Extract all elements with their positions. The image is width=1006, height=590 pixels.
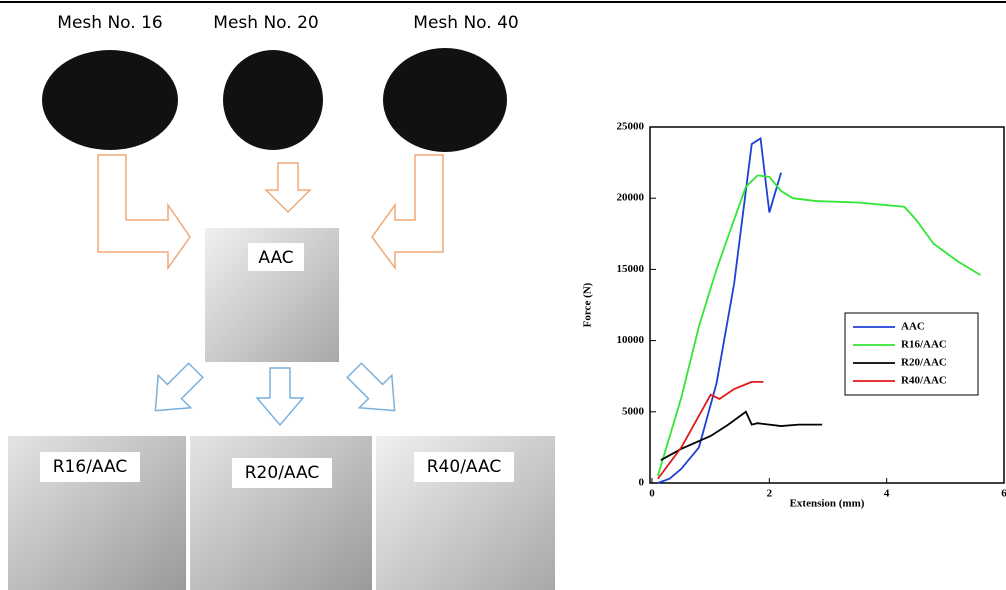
series-line bbox=[657, 174, 981, 477]
product-label: R20/AAC bbox=[245, 463, 319, 483]
powder bbox=[42, 50, 178, 150]
legend-label: R40/AAC bbox=[901, 375, 947, 387]
source-label: Mesh No. 20 bbox=[213, 13, 318, 33]
series-line bbox=[660, 410, 823, 462]
y-tick-label: 20000 bbox=[617, 192, 645, 204]
powder bbox=[223, 50, 323, 150]
orange-arrows bbox=[97, 154, 444, 271]
x-tick-label: 6 bbox=[1001, 488, 1006, 500]
x-tick-label: 2 bbox=[767, 488, 773, 500]
x-axis-label: Extension (mm) bbox=[790, 498, 865, 510]
label-box bbox=[248, 243, 304, 271]
series-line bbox=[657, 380, 764, 480]
center-label: AAC bbox=[258, 248, 293, 268]
product-label: R40/AAC bbox=[427, 457, 501, 477]
legend-label: R16/AAC bbox=[901, 339, 947, 351]
label-box bbox=[232, 458, 332, 488]
y-tick-label: 15000 bbox=[617, 263, 645, 275]
x-tick-label: 4 bbox=[884, 488, 890, 500]
y-tick-label: 25000 bbox=[617, 121, 645, 133]
label-box bbox=[414, 452, 514, 482]
powder bbox=[383, 48, 507, 152]
plot-frame bbox=[649, 126, 1005, 484]
label-box bbox=[40, 452, 140, 482]
source-label: Mesh No. 40 bbox=[413, 13, 518, 33]
blue-arrows bbox=[154, 362, 396, 427]
x-tick-label: 0 bbox=[649, 488, 655, 500]
y-tick-label: 5000 bbox=[622, 405, 645, 417]
y-tick-label: 0 bbox=[639, 477, 645, 489]
y-axis-label: Force (N) bbox=[582, 282, 594, 327]
product-label: R16/AAC bbox=[53, 457, 127, 477]
source-label: Mesh No. 16 bbox=[57, 13, 162, 33]
legend-label: R20/AAC bbox=[901, 357, 947, 369]
y-tick-label: 10000 bbox=[617, 334, 645, 346]
legend-label: AAC bbox=[901, 321, 925, 333]
